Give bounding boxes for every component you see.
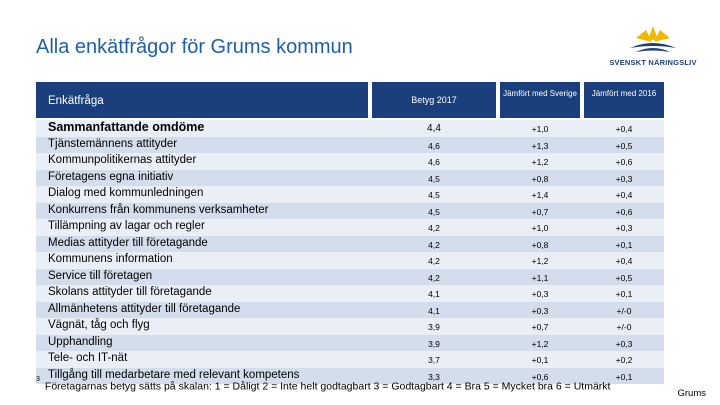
footnote-text: Företagarnas betyg sätts på skalan: 1 = … xyxy=(44,380,611,393)
vs-2016-cell: +0,1 xyxy=(615,239,633,250)
question-cell: Kommunpolitikernas attityder xyxy=(48,154,197,166)
score-cell: 4,1 xyxy=(428,289,440,299)
svenskt-naringsliv-logo: SVENSKT NÄRINGSLIV xyxy=(608,24,698,72)
vs-sweden-cell: +0,8 xyxy=(531,173,549,184)
page-title: Alla enkätfrågor för Grums kommun xyxy=(36,36,353,58)
vs-2016-cell: +/-0 xyxy=(616,305,632,316)
score-cell: 3,9 xyxy=(428,322,440,332)
score-cell: 4,4 xyxy=(427,123,441,134)
vs-sweden-cell: +1,3 xyxy=(531,140,549,151)
corner-label: Grums xyxy=(677,388,707,399)
vs-2016-cell: +0,1 xyxy=(615,371,633,382)
score-cell: 4,6 xyxy=(428,140,440,151)
vs-2016-cell: +0,5 xyxy=(615,272,633,283)
score-cell: 4,2 xyxy=(428,239,440,250)
table-row: Vägnät, tåg och flyg 3,9 +0,7 +/-0 xyxy=(36,318,664,335)
table-row: Tillgång till medarbetare med relevant k… xyxy=(36,367,664,384)
table-row: Företagens egna initiativ 4,5 +0,8 +0,3 xyxy=(36,169,664,186)
score-cell: 3,9 xyxy=(428,338,440,349)
vs-2016-cell: +0,2 xyxy=(615,355,633,365)
table-row: Skolans attityder till företagande 4,1 +0,… xyxy=(36,285,664,302)
score-cell: 4,6 xyxy=(428,157,440,167)
vs-2016-cell: +/-0 xyxy=(616,322,632,332)
question-cell: Dialog med kommunledningen xyxy=(48,187,204,199)
table-row: Tele- och IT-nät 3,7 +0,1 +0,2 xyxy=(36,351,664,368)
score-cell: 4,5 xyxy=(428,206,440,217)
table-row: Dialog med kommunledningen 4,5 +1,4 +0,4 xyxy=(36,186,664,203)
vs-sweden-cell: +0,3 xyxy=(531,305,549,316)
vs-sweden-cell: +1,0 xyxy=(531,124,549,134)
score-cell: 3,3 xyxy=(428,371,440,382)
vs-2016-cell: +0,3 xyxy=(615,338,633,349)
question-cell: Tele- och IT-nät xyxy=(48,352,128,364)
question-cell: Tillgång till medarbetare med relevant k… xyxy=(48,368,300,381)
vs-2016-cell: +0,6 xyxy=(615,206,633,217)
header-vs-2016: Jämfört med 2016 xyxy=(584,82,664,118)
question-cell: Sammanfattande omdöme xyxy=(48,120,205,134)
vs-sweden-cell: +1,2 xyxy=(531,256,549,266)
table-row: Kommunens information 4,2 +1,2 +0,4 xyxy=(36,252,664,269)
table-row: Tillämpning av lagar och regler 4,2 +1,0 +0… xyxy=(36,219,664,236)
vs-sweden-cell: +0,3 xyxy=(531,289,549,299)
vs-2016-cell: +0,5 xyxy=(615,140,633,151)
vs-2016-cell: +0,4 xyxy=(615,256,633,266)
vs-sweden-cell: +1,1 xyxy=(531,272,549,283)
score-cell: 4,2 xyxy=(428,256,440,266)
table-row: Kommunpolitikernas attityder 4,6 +1,2 +0,6 xyxy=(36,153,664,170)
vs-sweden-cell: +0,7 xyxy=(531,322,549,332)
question-cell: Företagens egna initiativ xyxy=(48,170,174,183)
vs-sweden-cell: +0,6 xyxy=(531,371,549,382)
table-row: Konkurrens från kommunens verksamheter 4,… xyxy=(36,202,664,219)
score-cell: 4,5 xyxy=(428,173,440,184)
vs-sweden-cell: +0,8 xyxy=(531,239,549,250)
question-cell: Tjänstemännens attityder xyxy=(48,137,178,150)
header-question: Enkätfråga xyxy=(36,82,368,118)
question-cell: Medias attityder till företagande xyxy=(48,236,208,249)
vs-sweden-cell: +0,1 xyxy=(531,355,549,365)
vs-sweden-cell: +1,4 xyxy=(531,190,549,200)
question-cell: Upphandling xyxy=(48,335,113,348)
vs-sweden-cell: +1,0 xyxy=(531,223,549,233)
vs-2016-cell: +0,3 xyxy=(615,223,633,233)
question-cell: Skolans attityder till företagande xyxy=(48,286,212,298)
vs-2016-cell: +0,3 xyxy=(615,173,633,184)
footnote-marker: 3 xyxy=(36,376,40,383)
footnote: 3 Företagarnas betyg sätts på skalan: 1 =… xyxy=(36,376,611,393)
vs-sweden-cell: +1,2 xyxy=(531,338,549,349)
question-cell: Allmänhetens attityder till företagande xyxy=(48,302,241,315)
vs-2016-cell: +0,6 xyxy=(615,157,633,167)
vs-2016-cell: +0,1 xyxy=(615,289,633,299)
header-vs-sweden: Jämfört med Sverige xyxy=(500,82,580,118)
table-row: Tjänstemännens attityder 4,6 +1,3 +0,5 xyxy=(36,136,664,153)
score-cell: 4,2 xyxy=(428,223,440,233)
table-row: Allmänhetens attityder till företagande 4… xyxy=(36,301,664,318)
vs-2016-cell: +0,4 xyxy=(615,190,633,200)
table-row: Service till företagen 4,2 +1,1 +0,5 xyxy=(36,268,664,285)
table-row: Upphandling 3,9 +1,2 +0,3 xyxy=(36,334,664,351)
vs-sweden-cell: +0,7 xyxy=(531,206,549,217)
question-cell: Kommunens information xyxy=(48,253,173,265)
table-row: Medias attityder till företagande 4,2 +0,8… xyxy=(36,235,664,252)
vs-2016-cell: +0,4 xyxy=(615,124,633,134)
question-cell: Vägnät, tåg och flyg xyxy=(48,319,150,331)
vs-sweden-cell: +1,2 xyxy=(531,157,549,167)
header-score: Betyg 2017 xyxy=(372,82,496,118)
score-cell: 3,7 xyxy=(428,355,440,365)
table-row: Sammanfattande omdöme 4,4 +1,0 +0,4 xyxy=(36,120,664,137)
score-cell: 4,1 xyxy=(428,305,440,316)
question-cell: Service till företagen xyxy=(48,269,153,282)
question-cell: Tillämpning av lagar och regler xyxy=(48,220,205,232)
logo-text: SVENSKT NÄRINGSLIV xyxy=(609,58,697,67)
logo-emblem-icon xyxy=(630,26,676,52)
score-cell: 4,5 xyxy=(428,190,440,200)
score-cell: 4,2 xyxy=(428,272,440,283)
question-cell: Konkurrens från kommunens verksamheter xyxy=(48,203,269,216)
